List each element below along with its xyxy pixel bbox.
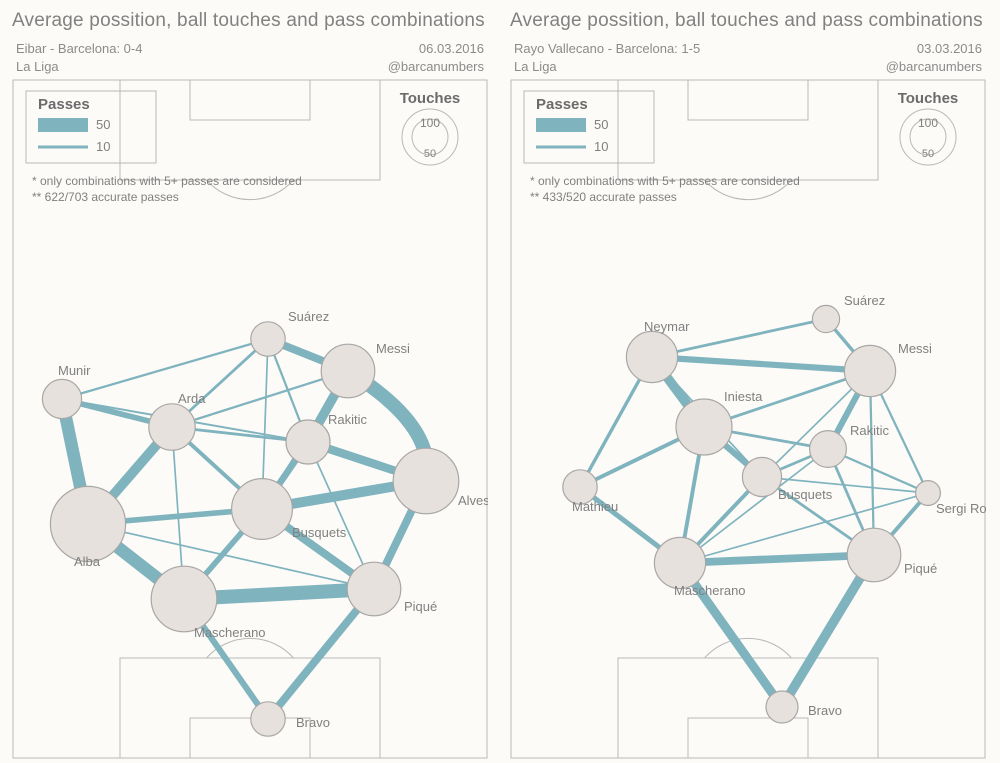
pitch-wrap: Passes 50 10 Touches 100 50 * only combination… — [510, 79, 986, 759]
player-label: Piqué — [404, 599, 437, 614]
player-node — [676, 399, 732, 455]
player-node — [232, 479, 293, 540]
player-node — [810, 431, 847, 468]
svg-text:100: 100 — [918, 116, 938, 130]
nodes — [42, 322, 458, 736]
player-node — [149, 404, 195, 450]
pitch-wrap: Passes 50 10 Touches 100 50 * only combination… — [12, 79, 488, 759]
player-node — [151, 566, 217, 632]
player-label: Mascherano — [194, 625, 266, 640]
svg-text:50: 50 — [922, 148, 934, 160]
player-label: Piqué — [904, 561, 937, 576]
date: 06.03.2016 — [388, 40, 484, 58]
svg-text:Touches: Touches — [898, 90, 959, 107]
panel: Average possition, ball touches and pass… — [12, 10, 488, 759]
player-node — [286, 420, 330, 464]
player-node — [742, 457, 781, 496]
player-node — [251, 702, 285, 736]
player-node — [251, 322, 285, 356]
player-node — [393, 448, 459, 514]
player-label: Busquets — [778, 487, 833, 502]
note-text: ** 622/703 accurate passes — [32, 190, 179, 204]
competition: La Liga — [16, 58, 142, 76]
player-node — [844, 345, 895, 396]
handle: @barcanumbers — [388, 58, 484, 76]
player-node — [50, 486, 125, 561]
competition: La Liga — [514, 58, 700, 76]
player-label: Suárez — [844, 293, 885, 308]
player-node — [766, 691, 798, 723]
svg-text:50: 50 — [96, 117, 110, 132]
note-text: * only combinations with 5+ passes are c… — [530, 174, 800, 188]
player-label: Sergi Roberto — [936, 501, 986, 516]
player-label: Mascherano — [674, 583, 746, 598]
pitch-svg: Passes 50 10 Touches 100 50 * only combination… — [12, 79, 488, 759]
player-label: Mathieu — [572, 499, 618, 514]
svg-text:50: 50 — [424, 148, 436, 160]
meta-row: Rayo Vallecano - Barcelona: 1-5La Liga 03… — [510, 40, 986, 79]
player-label: Rakitic — [850, 423, 890, 438]
note-text: * only combinations with 5+ passes are c… — [32, 174, 302, 188]
player-label: Messi — [898, 341, 932, 356]
handle: @barcanumbers — [886, 58, 982, 76]
match-line: Rayo Vallecano - Barcelona: 1-5 — [514, 40, 700, 58]
panel-title: Average possition, ball touches and pass… — [510, 10, 986, 32]
player-label: Alves — [458, 493, 488, 508]
svg-text:50: 50 — [594, 117, 608, 132]
player-label: Bravo — [808, 703, 842, 718]
pitch-svg: Passes 50 10 Touches 100 50 * only combination… — [510, 79, 986, 759]
player-node — [626, 331, 677, 382]
player-node — [654, 537, 705, 588]
player-node — [42, 379, 81, 418]
match-line: Eibar - Barcelona: 0-4 — [16, 40, 142, 58]
svg-text:10: 10 — [594, 139, 608, 154]
player-label: Munir — [58, 363, 91, 378]
player-label: Iniesta — [724, 389, 763, 404]
player-label: Busquets — [292, 525, 347, 540]
legend: Passes 50 10 Touches 100 50 — [524, 90, 958, 165]
note-text: ** 433/520 accurate passes — [530, 190, 677, 204]
player-label: Messi — [376, 341, 410, 356]
svg-text:Passes: Passes — [536, 96, 588, 113]
meta-row: Eibar - Barcelona: 0-4La Liga 06.03.2016@… — [12, 40, 488, 79]
player-node — [321, 344, 375, 398]
panel-title: Average possition, ball touches and pass… — [12, 10, 488, 32]
svg-text:10: 10 — [96, 139, 110, 154]
player-label: Alba — [74, 554, 101, 569]
player-node — [847, 528, 901, 582]
panel: Average possition, ball touches and pass… — [510, 10, 986, 759]
player-label: Rakitic — [328, 412, 368, 427]
player-label: Bravo — [296, 715, 330, 730]
legend: Passes 50 10 Touches 100 50 — [26, 90, 460, 165]
player-node — [347, 562, 401, 616]
svg-text:Passes: Passes — [38, 96, 90, 113]
date: 03.03.2016 — [886, 40, 982, 58]
player-label: Suárez — [288, 309, 329, 324]
player-node — [812, 305, 839, 332]
player-label: Neymar — [644, 319, 690, 334]
svg-text:100: 100 — [420, 116, 440, 130]
svg-text:Touches: Touches — [400, 90, 461, 107]
player-label: Arda — [178, 391, 206, 406]
